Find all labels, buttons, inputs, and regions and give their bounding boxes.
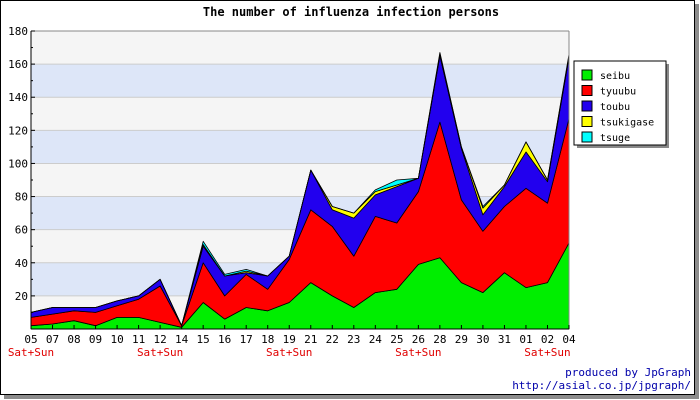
y-tick-label: 160 [8,58,28,71]
x-tick-label: 10 [110,333,123,346]
x-tick-label: 09 [89,333,102,346]
x-tick-label: 14 [175,333,189,346]
y-tick-label: 80 [15,191,28,204]
x-tick-labels: 05 07 08 09 10 11 12 14 15 16 17 18 19 21 22 23 24 25 26 28… [24,333,576,346]
x-tick-label: 18 [261,333,274,346]
x-tick-label: 25 [390,333,403,346]
legend-label-tsuge: tsuge [600,133,630,144]
weekend-label: Sat+Sun [8,346,54,359]
y-tick-label: 120 [8,124,28,137]
y-tick-label: 140 [8,91,28,104]
x-tick-label: 31 [498,333,511,346]
y-tick-label: 60 [15,224,28,237]
plot-band [31,163,569,197]
legend-swatch-tsuge [581,131,593,143]
x-tick-label: 05 [24,333,37,346]
axes [30,30,570,330]
influenza-area-chart: The number of influenza infection person… [8,5,691,392]
weekend-label: Sat+Sun [524,346,570,359]
credit-line-1: produced by JpGraph [565,366,691,379]
chart-title: The number of influenza infection person… [203,5,499,19]
legend-swatch-tsukigase [581,116,593,127]
plot-band [31,130,569,164]
weekend-labels: Sat+Sun Sat+Sun Sat+Sun Sat+Sun Sat+Sun [8,346,571,359]
x-tick-label: 12 [153,333,166,346]
legend-swatch-seibu [581,69,593,81]
x-tick-label: 08 [67,333,80,346]
plot-band [31,64,569,98]
legend-label-toubu: toubu [600,102,630,113]
x-tick-label: 26 [412,333,425,346]
x-tick-label: 30 [476,333,489,346]
y-tick-label: 100 [8,157,28,170]
credit-line-2: http://asial.co.jp/jpgraph/ [512,379,691,392]
x-tick-label: 17 [240,333,253,346]
weekend-label: Sat+Sun [395,346,441,359]
x-tick-label: 04 [562,333,576,346]
x-tick-label: 22 [326,333,339,346]
x-tick-label: 28 [433,333,446,346]
weekend-label: Sat+Sun [137,346,183,359]
x-tick-label: 01 [519,333,532,346]
x-tick-label: 21 [304,333,317,346]
legend-swatch-tyuubu [581,85,593,96]
x-tick-label: 24 [369,333,383,346]
x-tick-label: 02 [541,333,554,346]
legend-label-tyuubu: tyuubu [600,87,636,98]
plot-band [31,31,569,65]
y-tick-label: 180 [8,25,28,38]
y-tick-label: 20 [15,290,28,303]
y-tick-label: 40 [15,257,28,270]
x-tick-label: 11 [132,333,145,346]
x-tick-label: 16 [218,333,231,346]
weekend-label: Sat+Sun [266,346,312,359]
legend-label-seibu: seibu [600,71,630,82]
legend: seibu tyuubu toubu tsukigase tsuge [573,60,669,148]
x-tick-label: 19 [283,333,296,346]
x-tick-label: 15 [197,333,210,346]
x-tick-label: 29 [455,333,468,346]
y-tick-labels: 20 40 60 80 100 120 140 160 180 [8,25,28,303]
plot-band [31,97,569,131]
x-tick-label: 23 [347,333,360,346]
legend-label-tsukigase: tsukigase [600,118,654,129]
x-tick-label: 07 [46,333,59,346]
legend-swatch-toubu [581,100,593,112]
